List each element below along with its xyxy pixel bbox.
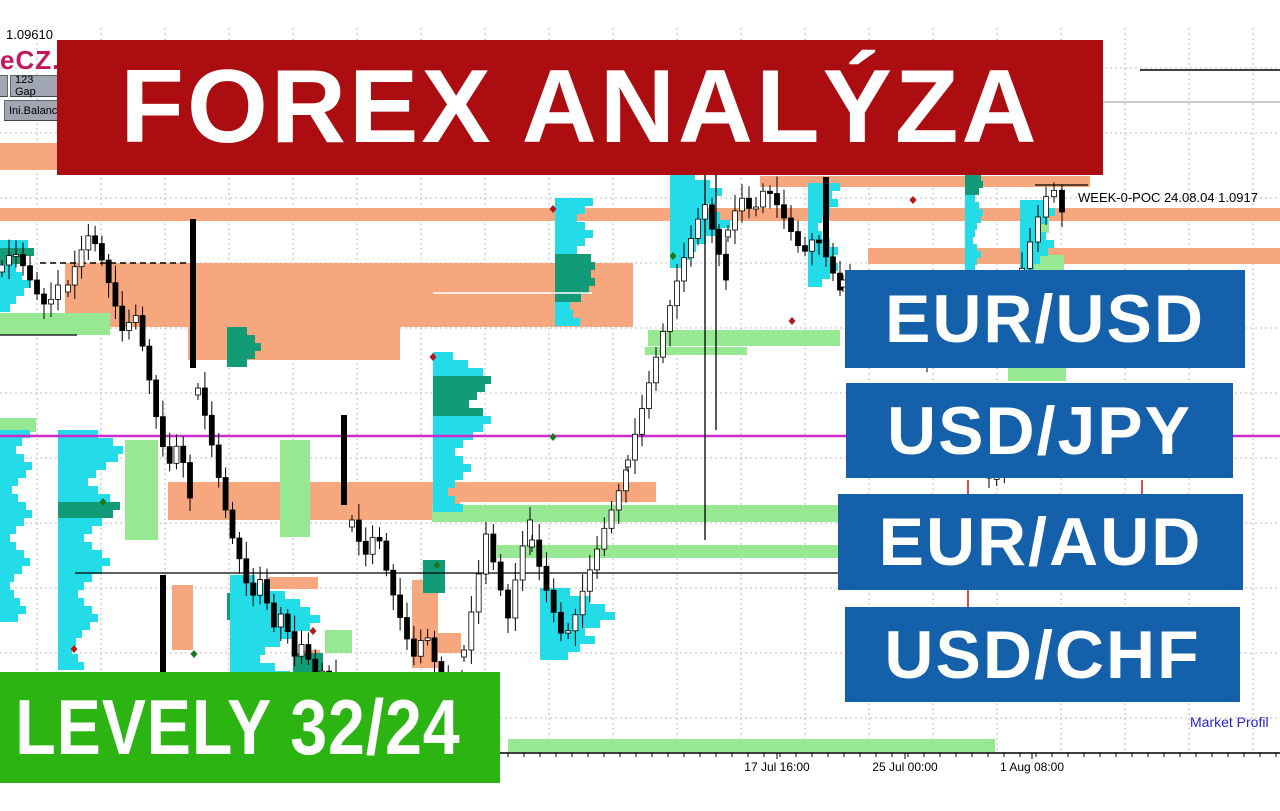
pair-banner-usdchf-label: USD/CHF: [884, 616, 1201, 693]
pair-banner-euraud: EUR/AUD: [838, 494, 1243, 590]
levels-banner: LEVELY 32/24: [0, 672, 500, 783]
week-poc-annotation: WEEK-0-POC 24.08.04 1.0917: [1078, 190, 1258, 205]
pair-banner-eurusd: EUR/USD: [845, 270, 1245, 368]
pair-banner-usdjpy: USD/JPY: [846, 383, 1233, 478]
title-banner: FOREX ANALÝZA: [57, 40, 1103, 175]
x-axis-tick-label: 17 Jul 16:00: [744, 760, 810, 774]
x-axis-tick-label: 25 Jul 00:00: [872, 760, 938, 774]
initial-balance-button[interactable]: Ini.Balanc: [4, 100, 58, 121]
title-banner-label: FOREX ANALÝZA: [120, 49, 1040, 165]
x-axis-tick-label: 1 Aug 08:00: [999, 760, 1065, 774]
pair-banner-euraud-label: EUR/AUD: [878, 504, 1203, 580]
salmon-zones: [0, 143, 1280, 707]
gap-indicator-button[interactable]: 123 Gap: [10, 74, 58, 98]
pair-banner-usdchf: USD/CHF: [845, 607, 1240, 702]
pair-banner-usdjpy-label: USD/JPY: [887, 392, 1192, 469]
signal-arrows: [70, 196, 917, 658]
gap-indicator-button-label: 123 Gap: [15, 74, 36, 98]
price-level-label: 1.09610: [6, 27, 53, 42]
initial-balance-button-label: Ini.Balanc: [9, 104, 58, 117]
market-profile-indicator-label: Market Profil: [1190, 714, 1269, 730]
toolbar-button-partial[interactable]: [0, 75, 8, 97]
levels-banner-label: LEVELY 32/24: [15, 683, 461, 771]
pair-banner-eurusd-label: EUR/USD: [884, 281, 1206, 357]
green-zones: [0, 213, 1066, 752]
broker-watermark: eCZ.: [0, 45, 61, 75]
